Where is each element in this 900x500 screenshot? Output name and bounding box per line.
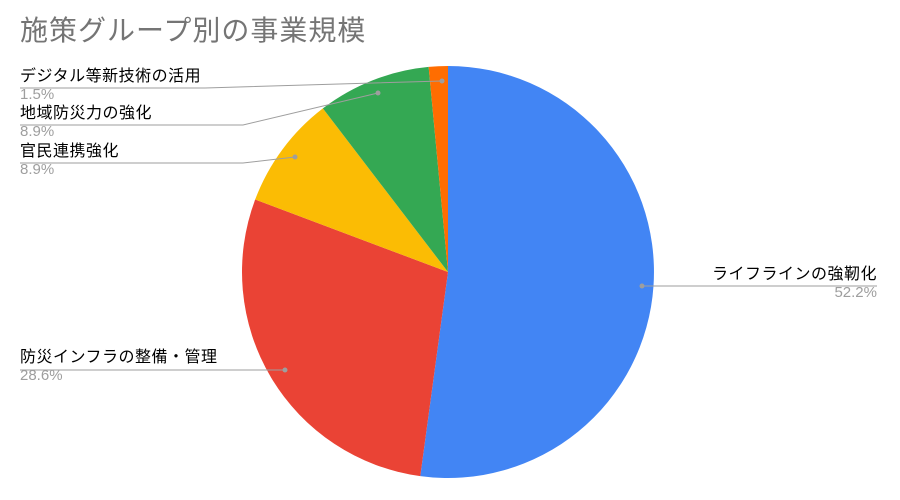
leader-line-public-private bbox=[20, 156, 296, 164]
leader-dot-infrastructure bbox=[282, 367, 288, 373]
leader-dot-lifeline bbox=[639, 283, 645, 289]
leader-dot-public-private bbox=[292, 154, 298, 160]
pie-slice-infrastructure[interactable] bbox=[242, 199, 448, 477]
slice-label-infrastructure: 防災インフラの整備・管理 bbox=[20, 349, 218, 366]
callout-regional: 地域防災力の強化 8.9% bbox=[20, 103, 152, 140]
pie-slice-regional[interactable] bbox=[322, 66, 448, 272]
slice-percent-digital-tech: 1.5% bbox=[20, 86, 55, 103]
pie-slice-public-private[interactable] bbox=[255, 108, 448, 272]
pie-slice-lifeline[interactable] bbox=[420, 66, 654, 478]
slice-label-regional: 地域防災力の強化 bbox=[20, 105, 153, 122]
slice-percent-public-private: 8.9% bbox=[20, 161, 55, 178]
leader-dot-digital-tech bbox=[439, 78, 445, 84]
slice-percent-lifeline: 52.2% bbox=[834, 284, 877, 301]
slice-percent-infrastructure: 28.6% bbox=[20, 367, 63, 384]
slice-label-digital-tech: デジタル等新技術の活用 bbox=[20, 68, 202, 85]
callout-infrastructure: 防災インフラの整備・管理 28.6% bbox=[20, 347, 218, 384]
callout-lifeline: ライフラインの強靭化 52.2% bbox=[712, 264, 877, 301]
leader-line-digital-tech bbox=[20, 80, 443, 89]
callout-public-private: 官民連携強化 8.9% bbox=[20, 141, 119, 178]
leader-line-regional bbox=[20, 92, 379, 126]
callout-digital-tech: デジタル等新技術の活用 1.5% bbox=[20, 66, 201, 103]
slice-label-lifeline: ライフラインの強靭化 bbox=[711, 266, 877, 283]
chart-title: 施策グループ別の事業規模 bbox=[20, 15, 367, 46]
slice-percent-regional: 8.9% bbox=[20, 123, 55, 140]
leader-dot-regional bbox=[375, 90, 381, 96]
slice-label-public-private: 官民連携強化 bbox=[20, 143, 120, 160]
pie-slice-digital-tech[interactable] bbox=[428, 66, 448, 272]
